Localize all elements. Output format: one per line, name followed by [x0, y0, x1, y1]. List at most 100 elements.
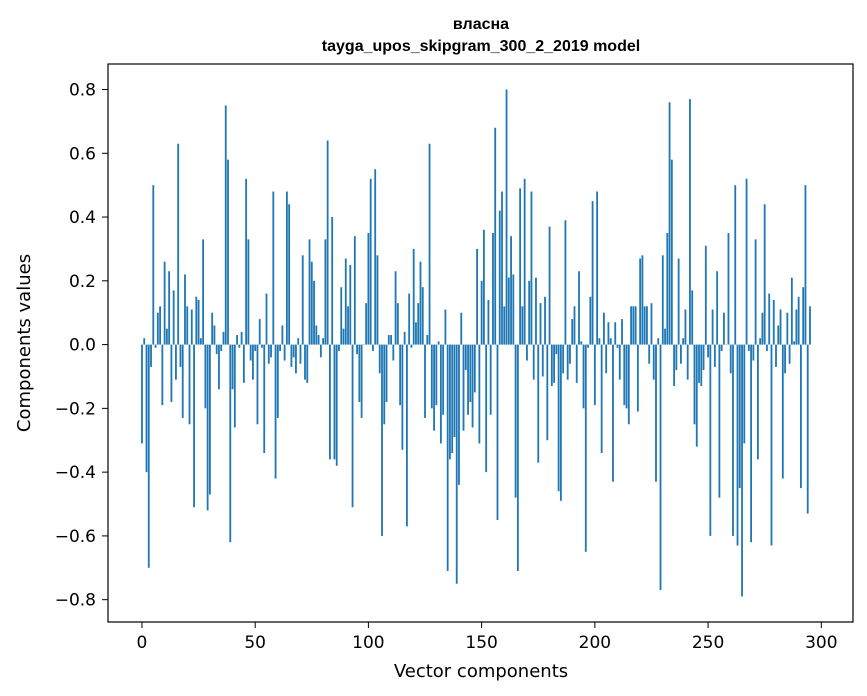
bar-271 — [754, 239, 757, 345]
bar-133 — [442, 344, 445, 415]
bar-277 — [768, 293, 771, 345]
bar-84 — [331, 217, 334, 345]
bar-188 — [566, 344, 569, 380]
bar-94 — [353, 236, 356, 345]
bar-183 — [555, 344, 558, 355]
bar-7 — [156, 312, 159, 345]
bar-260 — [729, 344, 732, 374]
bar-279 — [772, 299, 775, 345]
bar-234 — [670, 159, 673, 345]
bar-273 — [759, 338, 762, 345]
bar-150 — [480, 280, 483, 345]
bar-254 — [716, 271, 719, 345]
bar-264 — [738, 344, 741, 489]
bar-111 — [392, 344, 395, 361]
bar-164 — [512, 274, 515, 345]
bar-38 — [227, 159, 229, 345]
y-tick-label: −0.6 — [55, 527, 96, 547]
bar-28 — [204, 344, 207, 409]
bar-217 — [632, 306, 635, 345]
bar-200 — [593, 344, 596, 406]
bar-270 — [752, 344, 755, 361]
bar-80 — [322, 338, 325, 345]
bar-179 — [546, 344, 549, 441]
bar-206 — [607, 322, 610, 345]
bar-14 — [172, 290, 175, 345]
bar-230 — [661, 255, 664, 345]
bar-45 — [242, 344, 245, 383]
bar-229 — [659, 344, 662, 591]
bar-124 — [421, 287, 424, 345]
bar-59 — [274, 344, 277, 479]
bar-210 — [616, 344, 619, 348]
bar-58 — [272, 191, 275, 345]
bar-225 — [650, 303, 653, 345]
bar-167 — [519, 188, 522, 345]
bar-211 — [618, 344, 621, 380]
bar-50 — [254, 344, 257, 351]
y-tick-label: −0.8 — [55, 591, 96, 611]
bar-151 — [482, 229, 485, 345]
bar-89 — [342, 328, 345, 345]
bar-204 — [603, 312, 605, 345]
bar-135 — [446, 344, 449, 571]
bar-199 — [591, 201, 594, 345]
bar-276 — [766, 344, 768, 351]
bar-60 — [276, 344, 279, 418]
bar-116 — [403, 331, 406, 345]
bar-205 — [605, 344, 608, 374]
bar-215 — [627, 344, 630, 425]
bar-32 — [213, 325, 216, 345]
x-tick-label: 0 — [137, 633, 148, 653]
bar-15 — [175, 344, 177, 380]
bar-30 — [208, 344, 211, 495]
bar-259 — [727, 232, 730, 345]
bar-73 — [306, 344, 309, 383]
bar-187 — [564, 220, 567, 345]
bar-78 — [317, 335, 320, 345]
bar-157 — [496, 344, 499, 520]
bar-240 — [684, 309, 687, 345]
bar-208 — [612, 344, 614, 482]
bar-267 — [745, 178, 748, 345]
y-tick-label: −0.4 — [55, 463, 96, 483]
bar-266 — [743, 344, 746, 444]
bar-286 — [788, 344, 791, 364]
bar-11 — [165, 328, 168, 345]
bar-85 — [333, 344, 336, 460]
bar-161 — [505, 89, 508, 345]
bar-27 — [202, 239, 205, 345]
bar-253 — [713, 344, 716, 367]
bar-103 — [374, 169, 377, 345]
bar-127 — [428, 143, 431, 345]
bar-31 — [211, 312, 214, 345]
bar-8 — [159, 306, 161, 345]
bar-222 — [643, 306, 646, 345]
bar-289 — [795, 309, 798, 345]
bar-283 — [781, 344, 784, 479]
bar-274 — [761, 312, 764, 345]
bar-113 — [396, 303, 399, 345]
bar-68 — [295, 344, 297, 374]
bar-69 — [297, 338, 300, 345]
bar-90 — [344, 258, 347, 345]
bar-282 — [779, 309, 782, 345]
bar-87 — [338, 344, 340, 351]
bar-169 — [523, 178, 526, 345]
bar-185 — [559, 344, 562, 501]
bar-233 — [668, 102, 671, 345]
bar-249 — [704, 245, 707, 345]
bar-0 — [141, 344, 143, 444]
bar-268 — [747, 344, 750, 351]
bar-122 — [417, 303, 420, 345]
bar-36 — [222, 331, 225, 345]
bar-165 — [514, 344, 517, 498]
bar-285 — [786, 312, 789, 345]
bar-71 — [301, 255, 304, 345]
bar-93 — [351, 344, 354, 508]
bar-244 — [693, 344, 696, 425]
bar-175 — [537, 344, 540, 463]
bar-212 — [621, 319, 623, 345]
bar-112 — [394, 271, 397, 345]
bar-173 — [532, 344, 535, 380]
